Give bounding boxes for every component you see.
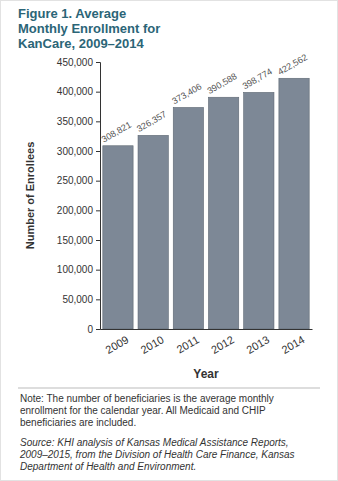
- x-tick-label: 2013: [244, 333, 271, 356]
- y-axis-title: Number of Enrollees: [24, 142, 36, 250]
- data-labels: 308,821326,357373,406390,588398,774422,5…: [100, 52, 309, 144]
- y-axis-line: [96, 63, 101, 330]
- data-label: 422,562: [276, 52, 309, 77]
- x-tick-label: 2012: [209, 333, 236, 356]
- bar: [103, 146, 133, 329]
- y-tick-label: 250,000: [57, 175, 94, 186]
- data-label: 398,774: [241, 66, 274, 91]
- y-tick: 450,000: [57, 57, 100, 68]
- y-tick-mark: [96, 181, 100, 182]
- data-label: 326,357: [135, 109, 168, 134]
- y-tick-mark: [96, 240, 100, 241]
- note: Note: The number of beneficiaries is the…: [20, 393, 274, 428]
- y-tick-mark: [96, 62, 100, 63]
- y-tick-mark: [96, 121, 100, 122]
- x-tick: 2014: [279, 333, 306, 356]
- y-tick: 150,000: [57, 235, 100, 246]
- x-axis: 2009 2010 2011 2012 2013 2014: [101, 330, 313, 356]
- y-tick: 0: [87, 324, 100, 335]
- x-tick-label: 2009: [103, 333, 130, 356]
- y-tick: 400,000: [57, 86, 100, 97]
- x-axis-title: Year: [193, 367, 219, 381]
- x-tick: 2010: [139, 333, 166, 356]
- x-tick-label: 2010: [139, 333, 166, 356]
- y-tick: 200,000: [57, 205, 100, 216]
- separator: [18, 388, 320, 389]
- x-tick: 2013: [244, 333, 271, 356]
- y-tick-label: 200,000: [57, 205, 94, 216]
- y-tick: 50,000: [62, 294, 100, 305]
- title: Figure 1. AverageMonthly Enrollment forK…: [18, 6, 160, 51]
- y-tick-label: 450,000: [57, 57, 94, 68]
- data-label: 308,821: [100, 120, 133, 145]
- x-tick: 2009: [103, 333, 130, 356]
- y-tick-mark: [96, 299, 100, 300]
- y-tick-label: 300,000: [57, 146, 94, 157]
- y-axis: 0 50,000 100,000 150,000 200,000 250,000 300,0…: [57, 57, 101, 335]
- data-label: 373,406: [170, 81, 203, 106]
- data-label: 390,588: [205, 71, 238, 96]
- bar: [138, 135, 168, 329]
- source: Source: KHI analysis of Kansas Medical A…: [19, 437, 295, 472]
- y-tick-label: 350,000: [57, 116, 94, 127]
- y-tick-label: 50,000: [62, 294, 93, 305]
- bar: [173, 107, 203, 329]
- y-tick: 100,000: [57, 264, 100, 275]
- y-tick-mark: [96, 92, 100, 93]
- bar: [244, 92, 274, 329]
- x-axis-line: [101, 329, 313, 330]
- y-tick-mark: [96, 151, 100, 152]
- y-tick-label: 400,000: [57, 86, 94, 97]
- bar: [208, 97, 238, 329]
- y-tick: 250,000: [57, 175, 100, 186]
- bars: [103, 78, 309, 329]
- y-tick-label: 100,000: [57, 264, 94, 275]
- y-tick-label: 150,000: [57, 235, 94, 246]
- x-tick: 2012: [209, 333, 236, 356]
- bar: [279, 78, 309, 329]
- y-tick-mark: [96, 210, 100, 211]
- background: [1, 1, 338, 481]
- x-tick-label: 2011: [174, 333, 200, 355]
- x-tick: 2011: [174, 333, 200, 355]
- x-tick-label: 2014: [279, 333, 306, 356]
- y-tick-mark: [96, 329, 100, 330]
- y-tick: 300,000: [57, 146, 100, 157]
- y-tick: 350,000: [57, 116, 100, 127]
- chart: Figure 1. AverageMonthly Enrollment forK…: [0, 0, 338, 481]
- y-tick-label: 0: [87, 324, 93, 335]
- y-tick-mark: [96, 270, 100, 271]
